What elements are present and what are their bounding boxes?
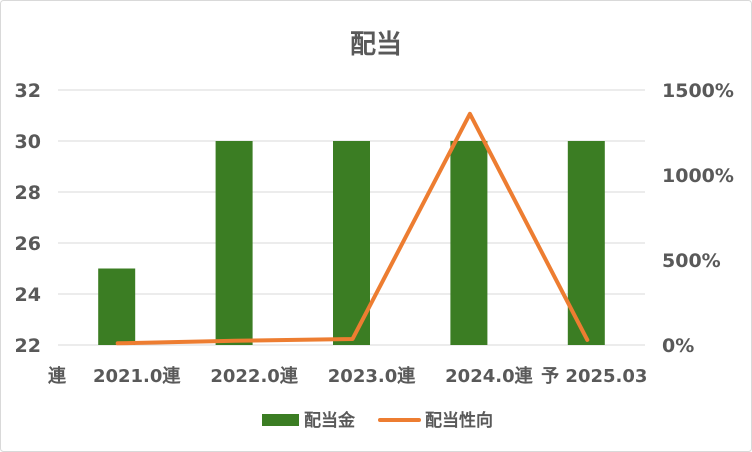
category-label: 予 2025.03 (541, 366, 647, 387)
left-axis-tick-label: 22 (15, 335, 41, 357)
bar (98, 268, 136, 345)
legend-label-bar: 配当金 (304, 410, 356, 431)
legend-swatch-bar (262, 414, 299, 426)
chart-title: 配当 (350, 30, 402, 60)
category-labels: 連 2021.0連 2022.0連 2023.0連 2024.0連予 2025.03 (48, 365, 647, 387)
left-axis-tick-label: 32 (15, 80, 41, 102)
bar (333, 141, 370, 345)
left-axis-tick-label: 28 (15, 182, 41, 204)
right-axis-tick-label: 1500% (662, 80, 734, 102)
legend-label-line: 配当性向 (425, 410, 493, 431)
left-axis-tick-label: 26 (15, 233, 41, 255)
right-axis-tick-label: 500% (662, 250, 721, 272)
line-series (115, 111, 590, 346)
legend: 配当金 配当性向 (262, 410, 493, 431)
category-leading-label: 連 (48, 365, 67, 387)
bar (215, 141, 253, 345)
right-axis-labels: 0% 500% 1000% 1500% (662, 80, 734, 357)
left-axis-labels: 22 24 26 28 30 32 (15, 80, 41, 357)
right-axis-tick-label: 0% (662, 335, 694, 357)
category-label: 2021.0連 (93, 365, 181, 387)
category-label: 2024.0連 (445, 365, 533, 387)
category-label: 2023.0連 (328, 365, 416, 387)
right-axis-tick-label: 1000% (662, 165, 734, 187)
left-axis-tick-label: 30 (15, 131, 41, 153)
bar (450, 141, 488, 345)
category-label: 2022.0連 (210, 365, 298, 387)
left-axis-tick-label: 24 (15, 284, 41, 306)
